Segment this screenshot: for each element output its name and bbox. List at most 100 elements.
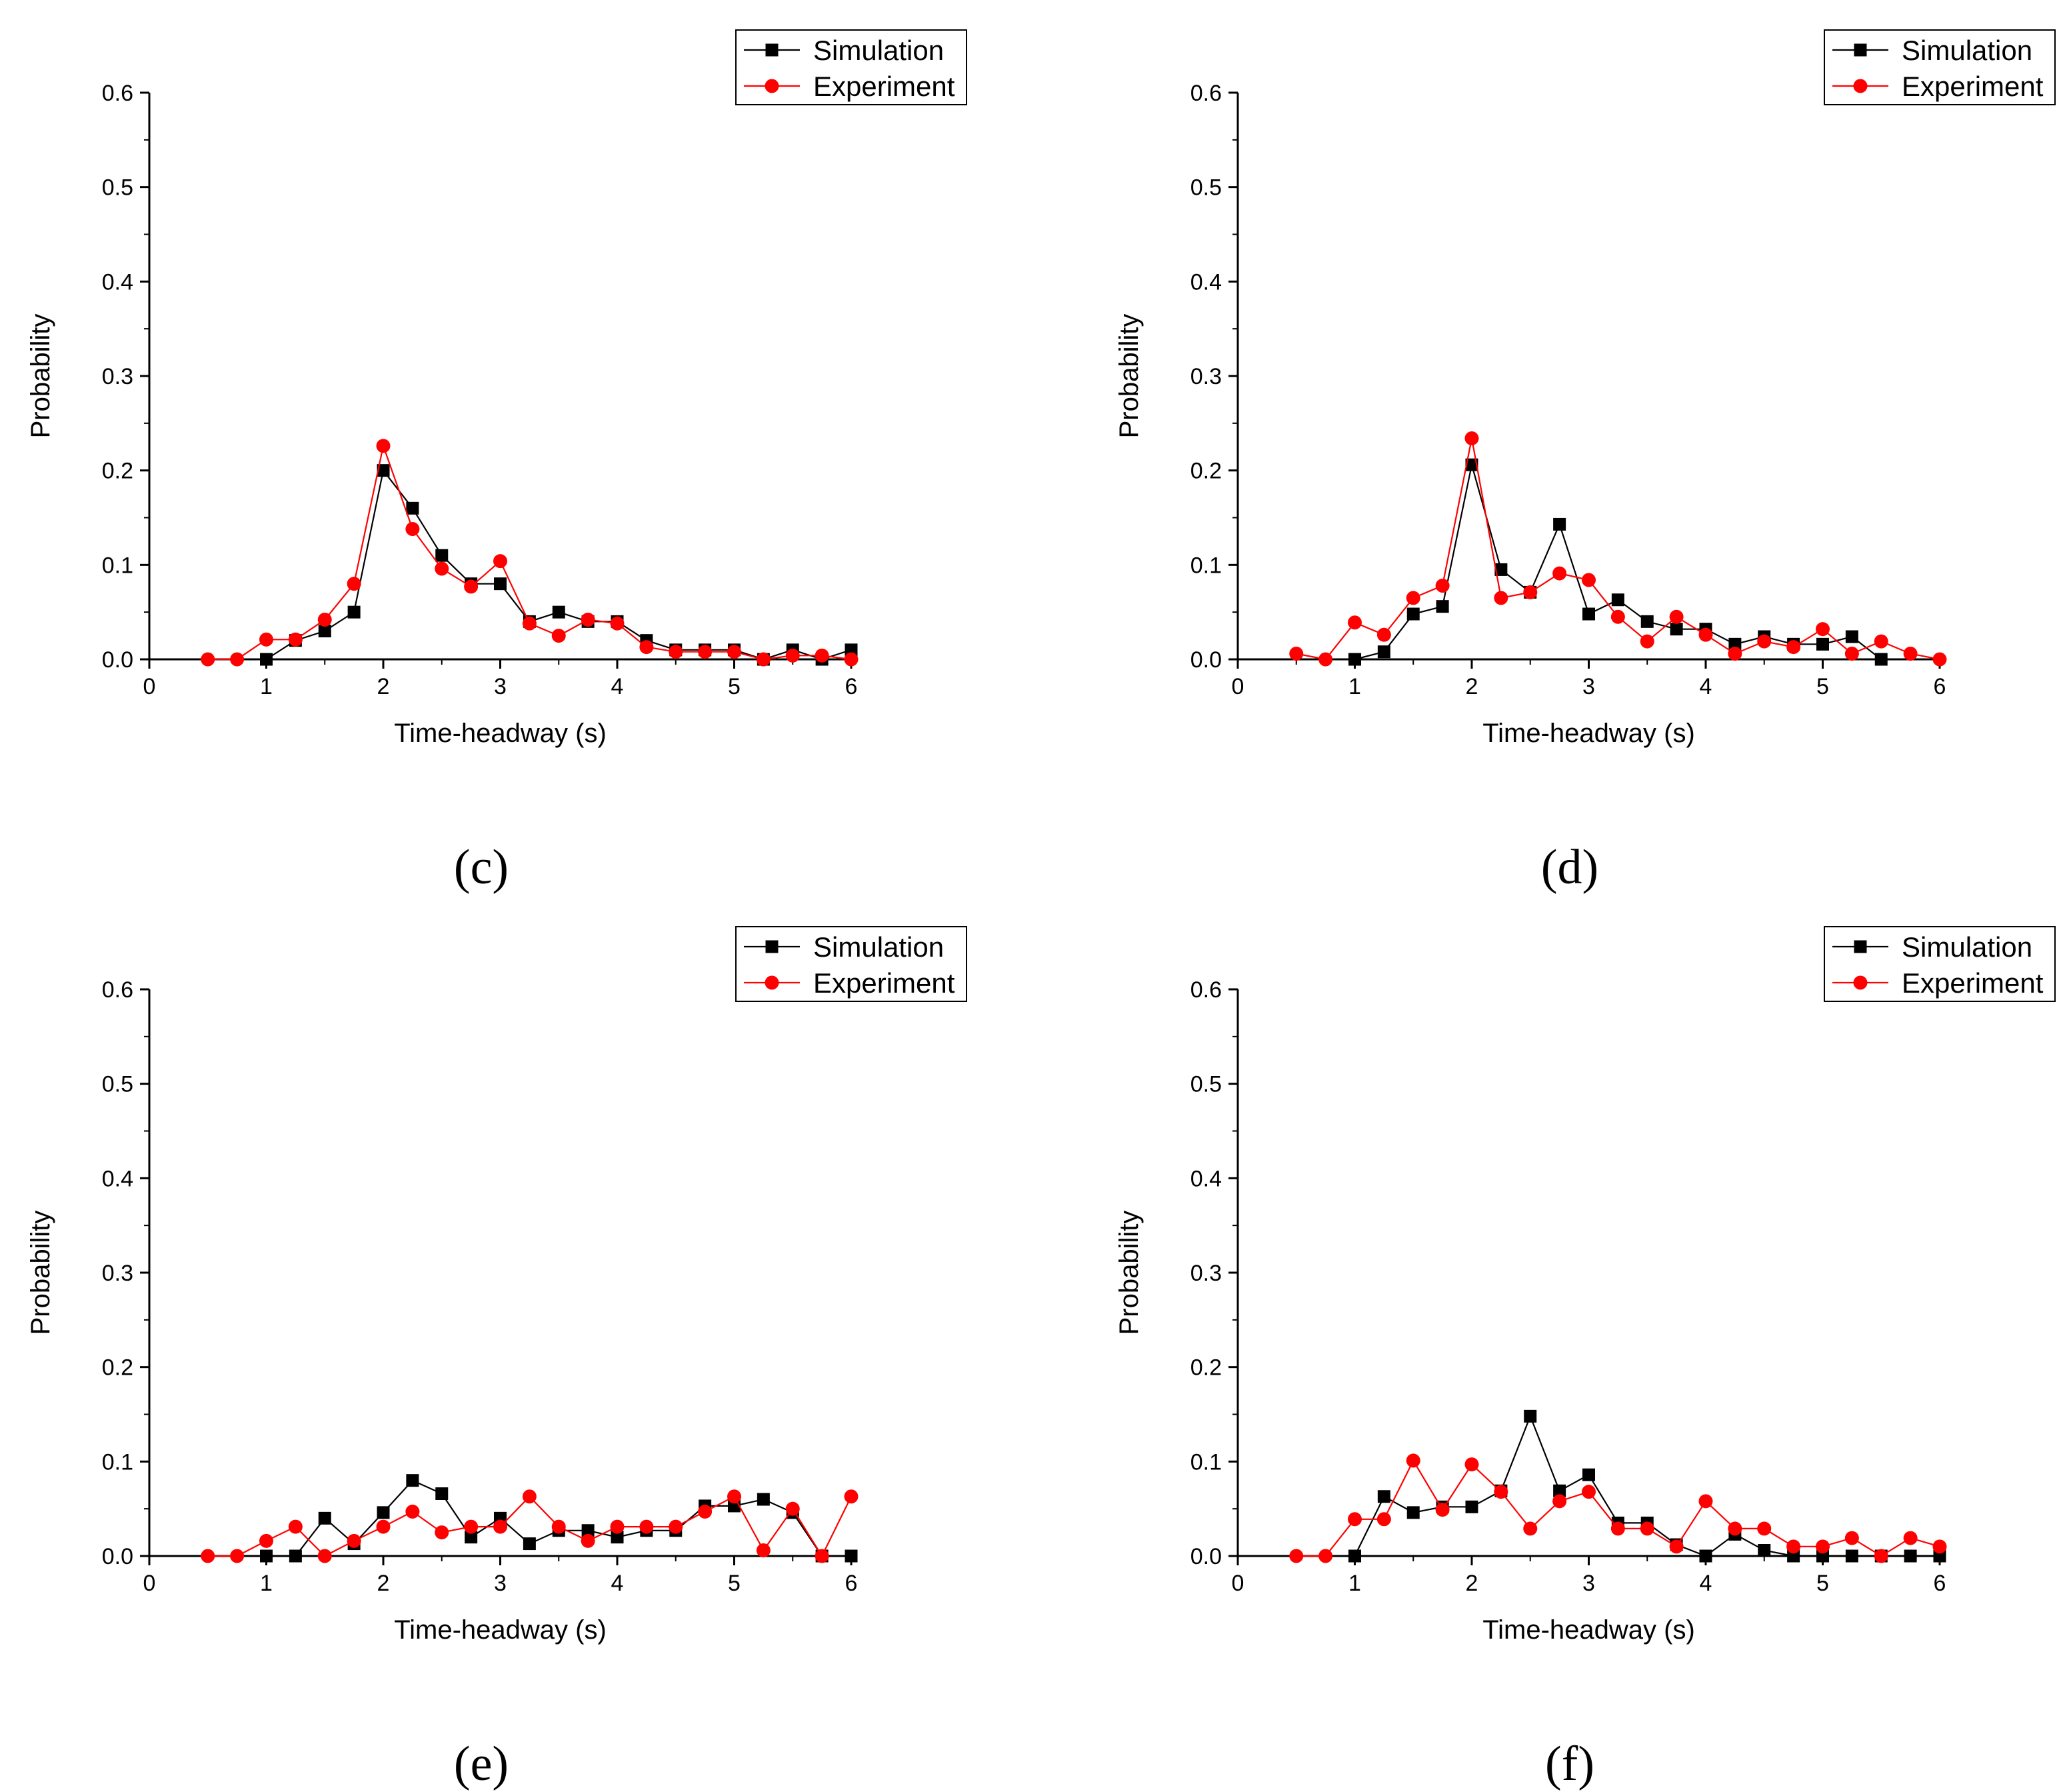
simulation-point bbox=[377, 1506, 390, 1519]
experiment-point bbox=[493, 1519, 507, 1534]
simulation-point bbox=[1436, 600, 1449, 613]
panel-label: (f) bbox=[1545, 1737, 1594, 1791]
x-tick-label: 2 bbox=[1466, 1571, 1478, 1596]
simulation-point bbox=[435, 1487, 449, 1500]
y-tick-label: 0.0 bbox=[1190, 647, 1222, 673]
y-axis-title: Probability bbox=[1114, 314, 1144, 439]
experiment-point bbox=[1816, 1539, 1830, 1554]
experiment-point bbox=[288, 632, 303, 647]
experiment-point bbox=[1844, 647, 1859, 661]
x-tick-label: 3 bbox=[1582, 674, 1595, 699]
experiment-point bbox=[464, 579, 479, 594]
y-axis-title: Probability bbox=[26, 1211, 55, 1335]
experiment-point bbox=[1376, 1512, 1391, 1527]
experiment-point bbox=[464, 1519, 479, 1534]
simulation-point bbox=[1348, 653, 1361, 666]
simulation-point bbox=[1465, 458, 1478, 471]
simulation-point bbox=[1465, 1500, 1478, 1513]
experiment-point bbox=[230, 652, 245, 667]
y-tick-label: 0.2 bbox=[1190, 1355, 1222, 1381]
legend-experiment-marker bbox=[765, 975, 779, 990]
experiment-point bbox=[1494, 1485, 1508, 1499]
simulation-point bbox=[377, 464, 390, 477]
x-tick-label: 1 bbox=[260, 1571, 273, 1596]
experiment-point bbox=[1903, 647, 1918, 661]
experiment-point bbox=[844, 1489, 859, 1504]
experiment-point bbox=[1552, 566, 1567, 581]
legend-experiment-marker bbox=[1853, 79, 1868, 93]
experiment-point bbox=[1435, 1503, 1450, 1517]
simulation-point bbox=[318, 625, 331, 637]
experiment-point bbox=[1582, 573, 1596, 587]
legend-simulation-label: Simulation bbox=[1902, 931, 2032, 963]
experiment-point bbox=[1728, 1521, 1742, 1536]
simulation-point bbox=[406, 1474, 419, 1487]
x-tick-label: 3 bbox=[494, 674, 507, 699]
experiment-point bbox=[1844, 1531, 1859, 1545]
y-tick-label: 0.5 bbox=[1190, 175, 1222, 201]
experiment-point bbox=[522, 616, 537, 631]
experiment-point bbox=[669, 1519, 683, 1534]
simulation-point bbox=[1816, 1549, 1829, 1563]
y-axis-title: Probability bbox=[1114, 1211, 1144, 1335]
panel-d: 0.0 0.1 0.2 0.3 0.4 0.5 0.6 0 1 2 3 4 5 6 Time-headway… bbox=[1114, 29, 2056, 895]
x-tick-label: 5 bbox=[728, 1571, 741, 1596]
x-axis-title: Time-headway (s) bbox=[394, 719, 607, 748]
experiment-point bbox=[1406, 1453, 1420, 1468]
legend-simulation-label: Simulation bbox=[813, 931, 944, 963]
simulation-point bbox=[1670, 623, 1683, 636]
experiment-point bbox=[639, 1519, 654, 1534]
legend-simulation-marker bbox=[765, 940, 779, 953]
x-tick-label: 6 bbox=[1934, 1571, 1946, 1596]
experiment-point bbox=[1669, 609, 1684, 624]
x-tick-label: 5 bbox=[728, 674, 741, 699]
x-axis-title: Time-headway (s) bbox=[394, 1615, 607, 1645]
simulation-point bbox=[1553, 517, 1566, 531]
x-tick-label: 4 bbox=[611, 674, 624, 699]
experiment-point bbox=[698, 645, 713, 659]
experiment-point bbox=[581, 613, 595, 627]
experiment-point bbox=[1610, 1521, 1625, 1536]
x-tick-label: 6 bbox=[845, 1571, 858, 1596]
x-tick-label: 1 bbox=[1348, 674, 1361, 699]
simulation-point bbox=[845, 643, 858, 657]
y-tick-label: 0.0 bbox=[1190, 1544, 1222, 1569]
experiment-point bbox=[1523, 1521, 1538, 1536]
experiment-point bbox=[1406, 591, 1420, 605]
simulation-point bbox=[523, 1537, 536, 1551]
x-tick-label: 5 bbox=[1816, 1571, 1829, 1596]
experiment-point bbox=[815, 1549, 829, 1563]
experiment-point bbox=[1903, 1531, 1918, 1545]
simulation-point bbox=[1524, 1409, 1537, 1423]
x-tick-label: 2 bbox=[377, 674, 390, 699]
x-tick-label: 0 bbox=[1232, 1571, 1244, 1596]
experiment-point bbox=[1523, 585, 1538, 599]
experiment-point bbox=[435, 1525, 449, 1540]
simulation-point bbox=[260, 1549, 273, 1563]
simulation-point bbox=[1845, 1549, 1858, 1563]
experiment-point bbox=[405, 522, 420, 536]
simulation-point bbox=[1406, 1506, 1420, 1519]
legend-box bbox=[735, 29, 967, 105]
simulation-point bbox=[1904, 1549, 1917, 1563]
experiment-point bbox=[201, 1549, 215, 1563]
experiment-point bbox=[405, 1504, 420, 1519]
experiment-point bbox=[347, 1533, 361, 1548]
experiment-point bbox=[1494, 591, 1508, 605]
experiment-point bbox=[1640, 634, 1654, 649]
x-tick-label: 6 bbox=[845, 674, 858, 699]
experiment-point bbox=[259, 1533, 273, 1548]
y-tick-label: 0.2 bbox=[102, 459, 133, 484]
experiment-point bbox=[1874, 1549, 1888, 1563]
x-tick-label: 0 bbox=[143, 674, 156, 699]
y-tick-label: 0.6 bbox=[1190, 977, 1222, 1003]
experiment-point bbox=[610, 1519, 625, 1534]
simulation-point bbox=[1494, 563, 1508, 576]
experiment-point bbox=[230, 1549, 245, 1563]
simulation-point bbox=[1553, 1484, 1566, 1497]
experiment-point bbox=[522, 1489, 537, 1504]
simulation-point bbox=[1582, 1468, 1595, 1481]
experiment-point bbox=[347, 577, 361, 591]
y-tick-label: 0.5 bbox=[102, 1072, 133, 1097]
